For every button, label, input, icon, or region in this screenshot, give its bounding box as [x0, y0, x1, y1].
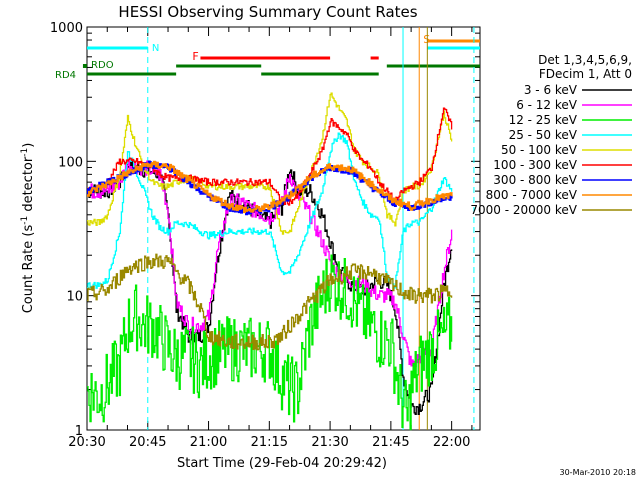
x-tick-label: 21:00	[190, 435, 227, 450]
y-tick-label: 1	[75, 424, 83, 439]
legend-entry-label: 25 - 50 keV	[509, 128, 578, 142]
legend-entry-label: 100 - 300 keV	[493, 158, 577, 172]
x-tick-label: 21:45	[372, 435, 409, 450]
series-lines	[87, 92, 453, 431]
series-line-100-300kev	[87, 107, 453, 206]
x-axis-label: Start Time (29-Feb-04 20:29:42)	[177, 456, 387, 471]
y-axis-label-sup1: -1	[20, 216, 30, 225]
footer-date: 30-Mar-2010 20:18	[560, 468, 637, 477]
y-tick-label: 10	[66, 290, 83, 305]
status-label-rdo: RDO	[91, 60, 114, 71]
legend-entry-label: 800 - 7000 keV	[486, 188, 578, 202]
status-bars: N RD4 RDO F S	[55, 27, 480, 430]
legend-header-line-2: FDecim 1, Att 0	[539, 67, 632, 81]
y-tick-labels: 1 10 100 1000	[50, 21, 83, 439]
status-label-f: F	[192, 50, 198, 63]
x-tick-label: 20:45	[129, 435, 166, 450]
series-line-7000-20000kev	[87, 253, 453, 351]
x-tick-label: 21:15	[251, 435, 288, 450]
status-marker-rdo	[82, 64, 87, 68]
legend-entry-label: 3 - 6 keV	[524, 83, 578, 97]
axis-ticks	[86, 27, 480, 431]
status-label-rd4: RD4	[55, 70, 76, 81]
x-tick-label: 20:30	[68, 435, 105, 450]
y-axis-label-sup2: -1	[20, 148, 30, 157]
legend-entry-label: 50 - 100 keV	[501, 143, 578, 157]
legend: Det 1,3,4,5,6,9, FDecim 1, Att 0 3 - 6 k…	[470, 53, 632, 217]
x-tick-label: 21:30	[311, 435, 348, 450]
y-axis-label: Count Rate (s-1 detector-1)	[20, 143, 36, 314]
plot-frame	[86, 26, 481, 431]
legend-header-line-1: Det 1,3,4,5,6,9,	[538, 53, 632, 67]
x-tick-label: 22:00	[433, 435, 470, 450]
status-label-n: N	[152, 43, 159, 54]
series-line-50-100kev	[87, 92, 453, 235]
series-line-12-25kev	[87, 254, 453, 431]
legend-entry-label: 300 - 800 keV	[493, 173, 577, 187]
y-tick-label: 100	[58, 155, 83, 170]
y-axis-label-end: )	[21, 143, 36, 148]
legend-entry-label: 7000 - 20000 keV	[470, 203, 577, 217]
y-tick-label: 1000	[50, 21, 83, 36]
series-line-800-7000kev	[87, 160, 453, 214]
y-axis-label-main: Count Rate (s	[21, 225, 36, 314]
legend-entry-label: 6 - 12 keV	[516, 98, 578, 112]
legend-entry-label: 12 - 25 keV	[509, 113, 578, 127]
y-axis-label-mid: detector	[21, 156, 36, 216]
x-tick-labels: 20:30 20:45 21:00 21:15 21:30 21:45 22:00	[68, 435, 470, 450]
status-label-s: S	[423, 33, 430, 46]
plot-border	[86, 26, 481, 431]
chart-title: HESSI Observing Summary Count Rates	[118, 3, 417, 21]
